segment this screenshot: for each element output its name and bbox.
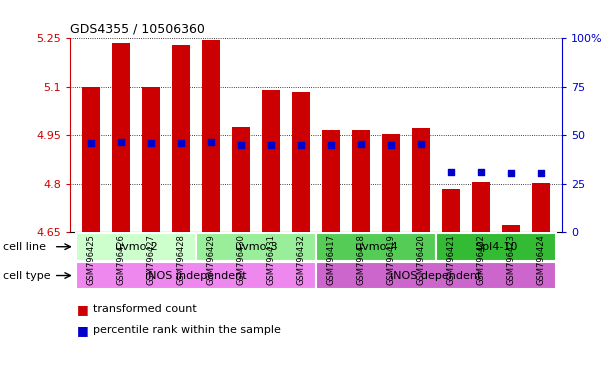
Text: Spl4-10: Spl4-10 xyxy=(475,242,518,252)
Bar xyxy=(232,127,251,232)
Bar xyxy=(502,225,520,232)
Bar xyxy=(532,183,550,232)
Bar xyxy=(202,40,220,232)
Bar xyxy=(472,182,490,232)
Text: iNOS independent: iNOS independent xyxy=(145,270,247,281)
Text: GSM796428: GSM796428 xyxy=(177,234,186,285)
Text: ■: ■ xyxy=(76,324,88,337)
Bar xyxy=(112,43,130,232)
Bar xyxy=(352,130,370,232)
Text: GSM796431: GSM796431 xyxy=(267,234,276,285)
Text: transformed count: transformed count xyxy=(93,304,197,314)
Text: uvmo-4: uvmo-4 xyxy=(355,242,398,252)
Point xyxy=(177,141,186,147)
Bar xyxy=(442,189,460,232)
Point xyxy=(416,141,426,147)
Point xyxy=(296,142,306,148)
Text: GDS4355 / 10506360: GDS4355 / 10506360 xyxy=(70,23,205,36)
Text: GSM796432: GSM796432 xyxy=(297,234,306,285)
Point xyxy=(356,141,366,147)
Bar xyxy=(262,90,280,232)
Bar xyxy=(316,262,556,290)
Bar xyxy=(142,87,160,232)
Bar xyxy=(82,87,100,232)
Point xyxy=(266,142,276,148)
Bar xyxy=(172,45,190,232)
Text: uvmo-2: uvmo-2 xyxy=(115,242,158,252)
Text: GSM796425: GSM796425 xyxy=(87,234,96,285)
Text: GSM796430: GSM796430 xyxy=(236,234,246,285)
Point xyxy=(86,141,96,147)
Text: GSM796423: GSM796423 xyxy=(507,234,516,285)
Point xyxy=(446,169,456,175)
Text: GSM796420: GSM796420 xyxy=(417,234,426,285)
Bar xyxy=(382,134,400,232)
Text: GSM796426: GSM796426 xyxy=(117,234,126,285)
Bar xyxy=(196,233,316,261)
Point xyxy=(386,142,396,148)
Text: GSM796418: GSM796418 xyxy=(357,234,365,285)
Text: uvmo-3: uvmo-3 xyxy=(235,242,277,252)
Text: percentile rank within the sample: percentile rank within the sample xyxy=(93,325,281,335)
Text: GSM796417: GSM796417 xyxy=(327,234,335,285)
Point xyxy=(207,139,216,146)
Bar xyxy=(76,262,316,290)
Point xyxy=(236,142,246,148)
Bar xyxy=(436,233,556,261)
Text: GSM796427: GSM796427 xyxy=(147,234,156,285)
Bar xyxy=(292,92,310,232)
Point xyxy=(326,142,336,148)
Point xyxy=(536,169,546,175)
Text: cell line: cell line xyxy=(3,242,46,252)
Text: GSM796419: GSM796419 xyxy=(387,234,396,285)
Bar xyxy=(76,233,196,261)
Point xyxy=(507,170,516,177)
Point xyxy=(147,141,156,147)
Text: GSM796429: GSM796429 xyxy=(207,234,216,285)
Text: ■: ■ xyxy=(76,303,88,316)
Text: cell type: cell type xyxy=(3,270,51,281)
Point xyxy=(116,139,126,146)
Text: GSM796421: GSM796421 xyxy=(447,234,456,285)
Bar xyxy=(316,233,436,261)
Point xyxy=(476,169,486,175)
Bar xyxy=(322,130,340,232)
Bar xyxy=(412,128,430,232)
Text: GSM796424: GSM796424 xyxy=(536,234,546,285)
Text: iNOS dependent: iNOS dependent xyxy=(390,270,482,281)
Text: GSM796422: GSM796422 xyxy=(477,234,486,285)
